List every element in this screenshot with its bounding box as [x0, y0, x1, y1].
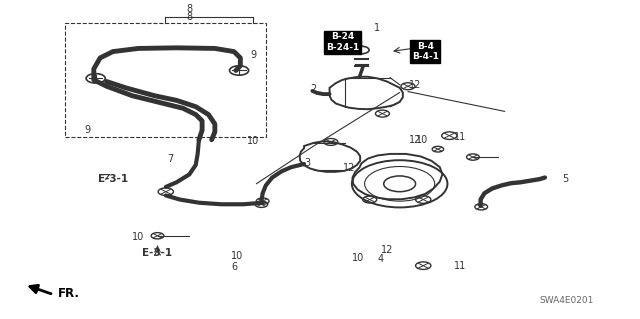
Text: SWA4E0201: SWA4E0201: [540, 296, 594, 305]
Text: 2: 2: [310, 84, 317, 94]
Text: 11: 11: [454, 261, 467, 271]
Text: 5: 5: [562, 174, 568, 184]
Text: 10: 10: [416, 135, 428, 145]
Text: 8: 8: [186, 12, 193, 22]
Text: 8: 8: [186, 4, 193, 14]
Text: 10: 10: [231, 251, 243, 261]
Text: FR.: FR.: [58, 287, 79, 300]
Text: 12: 12: [410, 135, 422, 145]
Text: 12: 12: [381, 245, 393, 255]
Bar: [65, 23, 266, 137]
Text: 11: 11: [454, 132, 467, 142]
Text: B-4
B-4-1: B-4 B-4-1: [412, 42, 438, 61]
Text: 12: 12: [410, 80, 422, 90]
Text: E-3-1: E-3-1: [98, 174, 128, 184]
Text: 10: 10: [247, 136, 259, 146]
Text: B-24
B-24-1: B-24 B-24-1: [326, 33, 359, 52]
Text: 4: 4: [378, 254, 383, 264]
Text: 9: 9: [250, 50, 256, 60]
Text: 12: 12: [342, 163, 355, 173]
Text: 7: 7: [167, 154, 173, 164]
Text: 6: 6: [231, 262, 237, 272]
Text: E-3-1: E-3-1: [143, 248, 173, 258]
Text: 1: 1: [374, 23, 380, 33]
Text: 10: 10: [132, 232, 145, 242]
Text: 9: 9: [84, 125, 90, 135]
Text: 3: 3: [304, 158, 310, 168]
Text: 10: 10: [352, 253, 364, 263]
